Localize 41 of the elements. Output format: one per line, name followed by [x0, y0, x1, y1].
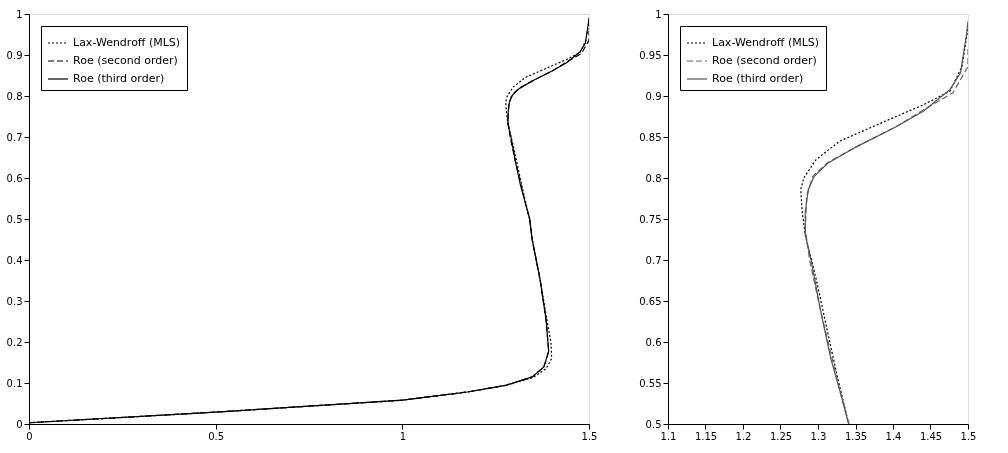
- y-tick-label: 0: [16, 418, 23, 430]
- x-tick-label: 1.2: [735, 430, 752, 442]
- y-tick-label: 1: [655, 8, 662, 20]
- y-tick-label: 1: [16, 8, 23, 20]
- legend-label: Roe (second order): [73, 54, 178, 67]
- x-tick-label: 1.1: [660, 430, 677, 442]
- y-tick-label: 0.2: [6, 336, 23, 348]
- y-tick-label: 0.6: [6, 172, 23, 184]
- y-tick-label: 0.8: [6, 90, 23, 102]
- x-tick-label: 1.35: [844, 430, 868, 442]
- x-tick-label: 0: [26, 430, 33, 442]
- y-tick-label: 0.7: [645, 254, 662, 266]
- x-tick-label: 0.5: [208, 430, 225, 442]
- x-tick-label: 1.45: [919, 430, 943, 442]
- x-tick-label: 1.4: [885, 430, 902, 442]
- x-tick-label: 1.15: [694, 430, 718, 442]
- x-tick-label: 1.5: [960, 430, 977, 442]
- x-tick-label: 1: [399, 430, 407, 442]
- x-tick-label: 1.3: [810, 430, 827, 442]
- legend-label: Roe (third order): [73, 72, 165, 85]
- y-tick-label: 0.7: [6, 131, 23, 143]
- y-tick-label: 0.8: [645, 172, 662, 184]
- legend-label: Roe (second order): [712, 54, 817, 67]
- legend-label: Lax-Wendroff (MLS): [712, 36, 820, 49]
- y-tick-label: 0.65: [639, 295, 662, 307]
- y-tick-label: 0.4: [6, 254, 23, 266]
- y-tick-label: 0.9: [6, 49, 23, 61]
- y-tick-label: 0.6: [645, 336, 662, 348]
- y-tick-label: 0.5: [645, 418, 662, 430]
- x-tick-label: 1.25: [769, 430, 793, 442]
- y-tick-label: 0.85: [639, 131, 662, 143]
- legend-label: Lax-Wendroff (MLS): [73, 36, 181, 49]
- y-tick-label: 0.5: [6, 213, 23, 225]
- legend-label: Roe (third order): [712, 72, 804, 85]
- y-tick-label: 0.95: [639, 49, 662, 61]
- y-tick-label: 0.55: [639, 377, 662, 389]
- y-tick-label: 0.9: [645, 90, 662, 102]
- y-tick-label: 0.3: [6, 295, 23, 307]
- y-tick-label: 0.1: [6, 377, 23, 389]
- x-tick-label: 1.5: [581, 430, 598, 442]
- y-tick-label: 0.75: [639, 213, 662, 225]
